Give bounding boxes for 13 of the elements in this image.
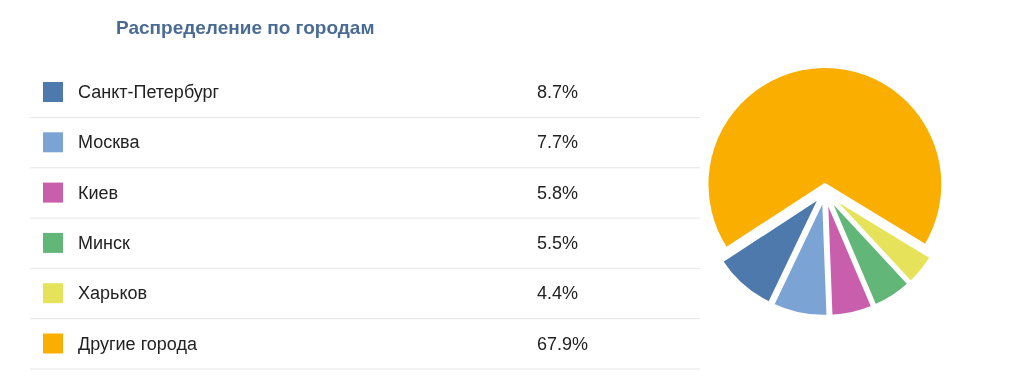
legend-label: Минск (78, 233, 130, 253)
data-label: 8.7% (537, 82, 579, 102)
chart-title: Распределение по городам (116, 17, 375, 38)
legend-label: Санкт-Петербург (78, 82, 220, 102)
legend-label: Харьков (78, 283, 148, 303)
data-label: 5.5% (537, 233, 579, 253)
data-label: 7.7% (537, 132, 579, 152)
legend-label: Другие города (78, 334, 198, 354)
legend-label: Москва (78, 132, 141, 152)
data-label: 5.8% (537, 183, 579, 203)
legend-label: Киев (78, 183, 119, 203)
data-label: 4.4% (537, 283, 579, 303)
data-label: 67.9% (537, 334, 589, 354)
